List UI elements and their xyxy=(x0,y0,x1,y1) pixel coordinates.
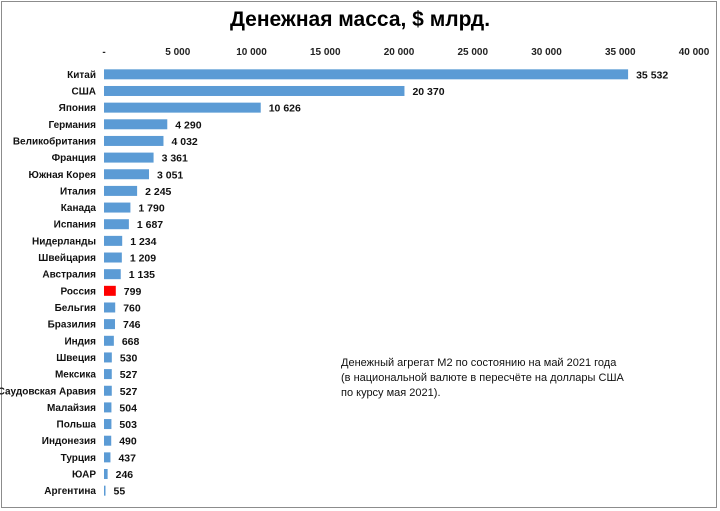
category-label: Испания xyxy=(54,220,97,231)
category-label: Япония xyxy=(59,103,97,114)
category-label: Швеция xyxy=(56,353,96,364)
x-tick-label: 15 000 xyxy=(310,47,341,58)
category-label: Бельгия xyxy=(55,303,97,314)
data-label: 55 xyxy=(114,486,126,498)
bars: Китай 35 532 США 20 370 Япония 10 626 Германия… xyxy=(0,69,668,498)
data-label: 4 290 xyxy=(175,119,201,131)
bar xyxy=(104,252,122,263)
category-label: Канада xyxy=(61,203,97,214)
data-label: 503 xyxy=(119,419,137,431)
category-label: Италия xyxy=(60,186,96,197)
bar xyxy=(104,219,129,230)
data-label: 490 xyxy=(119,436,137,448)
x-tick-label: 25 000 xyxy=(457,47,488,58)
bar xyxy=(104,269,121,280)
category-label: Швейцария xyxy=(38,253,96,264)
category-label: Великобритания xyxy=(13,135,96,147)
bar xyxy=(104,452,111,463)
data-label: 760 xyxy=(123,302,141,314)
category-label: Австралия xyxy=(42,270,96,281)
category-label: Индонезия xyxy=(42,436,96,447)
data-label: 1 790 xyxy=(138,203,164,215)
category-label: Бразилия xyxy=(48,320,97,331)
category-label: Турция xyxy=(61,453,97,464)
data-label: 35 532 xyxy=(636,69,668,81)
x-tick-label: 5 000 xyxy=(165,47,190,58)
category-label: Нидерланды xyxy=(32,236,96,247)
bar xyxy=(104,85,405,96)
data-label: 1 234 xyxy=(130,236,156,248)
x-axis-ticks: - 5 000 10 000 15 000 20 000 25 000 30 000 35 0… xyxy=(102,47,709,58)
chart-title: Денежная масса, $ млрд. xyxy=(229,8,491,31)
x-tick-label: 40 000 xyxy=(679,47,710,58)
data-label: 746 xyxy=(123,319,141,331)
footnote: Денежный агрегат М2 по состоянию на май … xyxy=(341,356,641,401)
data-label: 1 687 xyxy=(137,219,163,231)
bar xyxy=(104,385,112,396)
bar xyxy=(104,235,123,246)
data-label: 3 051 xyxy=(157,169,183,181)
data-label: 1 135 xyxy=(129,269,155,281)
x-tick-label: 10 000 xyxy=(236,47,267,58)
bar xyxy=(104,419,112,430)
category-label: Россия xyxy=(60,286,96,297)
bar xyxy=(104,319,116,330)
bar xyxy=(104,102,261,113)
category-label: Польша xyxy=(57,420,97,431)
data-label: 437 xyxy=(118,452,136,464)
category-label: Малайзия xyxy=(47,403,96,414)
data-label: 668 xyxy=(122,336,140,348)
data-label: 527 xyxy=(120,369,138,381)
bar xyxy=(104,152,154,163)
bar xyxy=(104,169,150,180)
bar xyxy=(104,352,112,363)
data-label: 504 xyxy=(119,402,137,414)
bar xyxy=(104,202,131,213)
category-label: Китай xyxy=(67,70,96,81)
data-label: 2 245 xyxy=(145,186,171,198)
x-tick-label: 30 000 xyxy=(531,47,562,58)
category-label: Индия xyxy=(64,336,96,347)
bar xyxy=(104,302,116,313)
bar xyxy=(104,469,108,480)
bar xyxy=(104,485,106,496)
data-label: 246 xyxy=(116,469,134,481)
category-label: Саудовская Аравия xyxy=(0,386,96,397)
bar xyxy=(104,369,112,380)
x-tick-label: 35 000 xyxy=(605,47,636,58)
category-label: Германия xyxy=(48,120,96,131)
bar xyxy=(104,69,629,80)
data-label: 20 370 xyxy=(412,86,444,98)
data-label: 10 626 xyxy=(269,103,301,115)
category-label: Мексика xyxy=(55,370,96,381)
x-tick-label: 20 000 xyxy=(384,47,415,58)
category-label: Аргентина xyxy=(44,486,96,497)
bar xyxy=(104,119,168,130)
category-label: США xyxy=(72,86,97,97)
bar xyxy=(104,135,164,146)
data-label: 530 xyxy=(120,352,138,364)
bar xyxy=(104,185,138,196)
footnote-line-3: по курсу мая 2021). xyxy=(341,387,441,399)
bar xyxy=(104,402,112,413)
bar xyxy=(104,335,114,346)
footnote-line-1: Денежный агрегат М2 по состоянию на май … xyxy=(341,357,617,369)
bar xyxy=(104,285,116,296)
data-label: 1 209 xyxy=(130,253,156,265)
footnote-line-2: (в национальной валюте в пересчёте на до… xyxy=(341,372,624,384)
data-label: 4 032 xyxy=(171,136,197,148)
x-tick-label: - xyxy=(102,47,105,58)
category-label: ЮАР xyxy=(72,470,96,481)
category-label: Франция xyxy=(52,153,97,164)
data-label: 3 361 xyxy=(162,153,188,165)
category-label: Южная Корея xyxy=(29,170,97,181)
data-label: 799 xyxy=(124,286,142,298)
data-label: 527 xyxy=(120,386,138,398)
bar xyxy=(104,435,112,446)
